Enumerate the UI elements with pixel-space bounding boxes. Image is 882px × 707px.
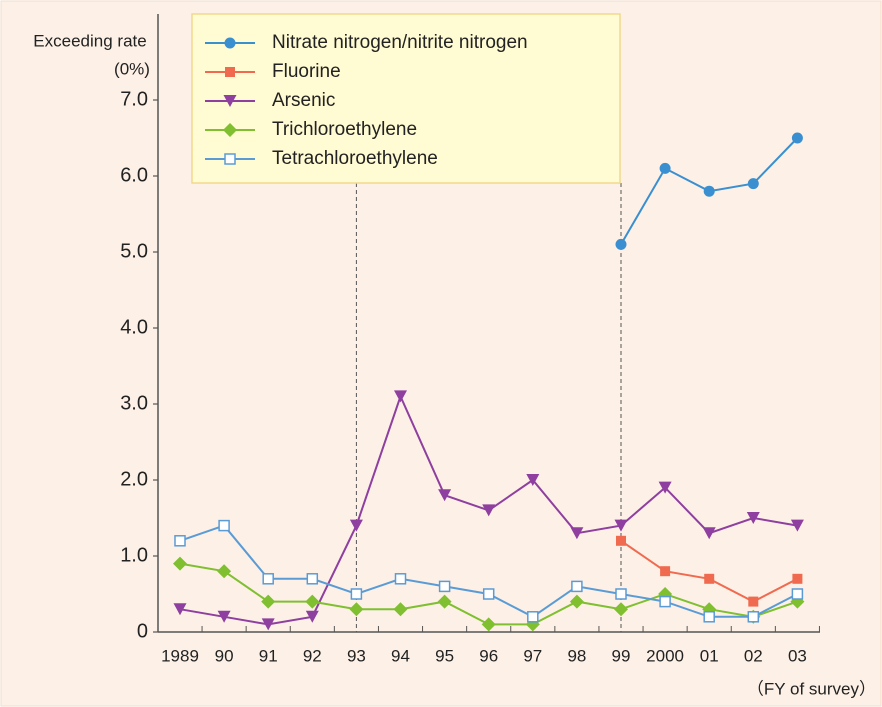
x-tick-label: 90 — [215, 646, 234, 665]
marker — [173, 603, 187, 616]
marker — [746, 512, 760, 524]
y-axis-label: Exceeding rate — [33, 31, 146, 50]
y-tick-label: 5.0 — [120, 240, 148, 262]
marker — [482, 588, 495, 600]
x-tick-label: 2000 — [646, 646, 684, 665]
y-tick-label: 2.0 — [120, 468, 148, 490]
marker — [748, 596, 759, 607]
legend-label: Fluorine — [272, 61, 341, 82]
marker — [526, 474, 540, 486]
marker — [571, 580, 583, 593]
marker — [349, 602, 364, 617]
marker — [305, 610, 319, 623]
x-axis-label: （FY of survey） — [747, 679, 876, 698]
legend-label: Nitrate nitrogen/nitrite nitrogen — [272, 32, 528, 53]
marker — [438, 489, 452, 502]
y-tick-label: 0 — [137, 620, 148, 642]
marker — [704, 573, 715, 584]
marker — [224, 37, 236, 49]
legend-label: Arsenic — [272, 90, 335, 111]
marker — [615, 238, 627, 250]
marker — [306, 573, 319, 585]
x-tick-label: 92 — [303, 646, 322, 665]
marker — [792, 573, 803, 584]
marker — [438, 580, 451, 593]
marker — [174, 535, 186, 547]
marker — [747, 611, 760, 623]
marker — [660, 566, 671, 577]
marker — [527, 611, 539, 623]
x-tick-label: 99 — [612, 646, 631, 665]
x-tick-label: 95 — [435, 646, 454, 665]
y-tick-label: 6.0 — [120, 164, 148, 186]
marker — [569, 594, 584, 609]
marker — [616, 535, 626, 546]
marker — [659, 162, 671, 174]
marker — [393, 602, 408, 617]
marker — [658, 481, 672, 494]
marker — [791, 132, 803, 144]
x-tick-label: 97 — [523, 646, 542, 665]
x-tick-label: 94 — [391, 646, 410, 665]
marker — [614, 602, 628, 617]
marker — [349, 519, 363, 532]
x-tick-label: 03 — [788, 646, 807, 665]
marker — [481, 617, 496, 632]
marker — [394, 573, 407, 585]
marker — [217, 610, 231, 623]
x-tick-label: 98 — [567, 646, 586, 665]
legend-label: Tetrachloroethylene — [272, 148, 438, 169]
y-tick-label: 7.0 — [120, 88, 148, 110]
marker — [570, 527, 584, 540]
marker — [262, 573, 274, 585]
marker — [614, 519, 628, 532]
x-tick-label: 91 — [259, 646, 278, 665]
marker — [217, 564, 232, 579]
marker — [703, 611, 715, 623]
marker — [305, 594, 320, 609]
marker — [659, 595, 671, 608]
marker — [791, 588, 804, 600]
marker — [261, 594, 276, 609]
marker — [224, 153, 236, 165]
x-tick-label: 1989 — [161, 646, 199, 665]
marker — [218, 519, 230, 532]
x-tick-label: 93 — [347, 646, 366, 665]
legend-label: Trichloroethylene — [272, 119, 417, 140]
marker — [615, 588, 627, 600]
marker — [394, 390, 407, 403]
marker — [225, 67, 235, 77]
y-tick-label: 4.0 — [120, 316, 148, 338]
marker — [702, 527, 716, 540]
marker — [482, 504, 496, 517]
x-tick-label: 96 — [479, 646, 498, 665]
marker — [173, 556, 187, 571]
x-tick-label: 02 — [744, 646, 763, 665]
marker — [223, 95, 237, 107]
legend-box — [191, 13, 621, 184]
marker — [437, 594, 452, 609]
marker — [703, 185, 715, 197]
marker — [790, 519, 804, 532]
y-tick-label: 3.0 — [120, 392, 148, 414]
marker — [747, 178, 759, 190]
marker — [350, 588, 363, 600]
x-tick-label: 01 — [700, 646, 719, 665]
y-tick-label: 1.0 — [120, 544, 148, 566]
marker — [261, 618, 275, 631]
y-axis-unit: (0%) — [114, 59, 150, 78]
marker — [223, 123, 237, 137]
